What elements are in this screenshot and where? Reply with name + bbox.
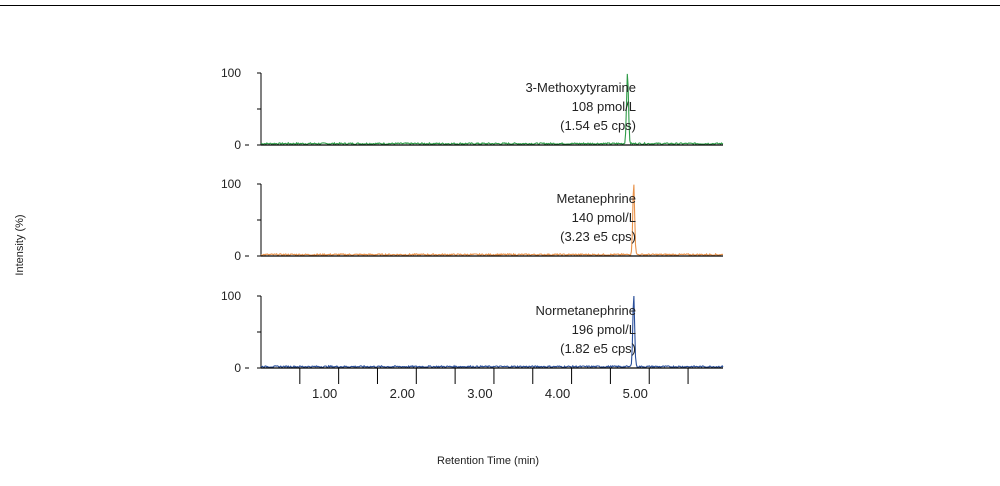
peak-annotation-line: 196 pmol/L [572, 322, 636, 337]
y-tick-label: 100 [221, 66, 241, 80]
y-axis-label: Intensity (%) [14, 214, 26, 276]
peak-annotation-line: 3-Methoxytyramine [525, 80, 636, 95]
x-tick-label: 2.00 [390, 386, 415, 401]
peak-annotation-line: (1.82 e5 cps) [560, 341, 636, 356]
x-tick-label: 3.00 [467, 386, 492, 401]
peak-annotation-line: Normetanephrine [536, 303, 636, 318]
y-tick-label: 0 [234, 138, 241, 152]
y-tick-label: 100 [221, 289, 241, 303]
peak-annotation-line: (1.54 e5 cps) [560, 118, 636, 133]
peak-annotation-line: (3.23 e5 cps) [560, 229, 636, 244]
y-axis-label-wrap: Intensity (%) [8, 200, 32, 290]
y-tick-label: 100 [221, 177, 241, 191]
peak-annotation-line: 140 pmol/L [572, 210, 636, 225]
x-tick-label: 5.00 [623, 386, 648, 401]
y-tick-label: 0 [234, 249, 241, 263]
peak-annotation-line: 108 pmol/L [572, 99, 636, 114]
x-tick-label: 4.00 [545, 386, 570, 401]
series-trace-0 [260, 73, 724, 146]
series-trace-1 [260, 184, 724, 257]
top-rule [0, 5, 1000, 6]
y-tick-label: 0 [234, 361, 241, 375]
series-trace-2 [260, 295, 724, 369]
x-axis-label: Retention Time (min) [437, 455, 540, 467]
peak-annotation-line: Metanephrine [557, 191, 637, 206]
x-tick-label: 1.00 [312, 386, 337, 401]
